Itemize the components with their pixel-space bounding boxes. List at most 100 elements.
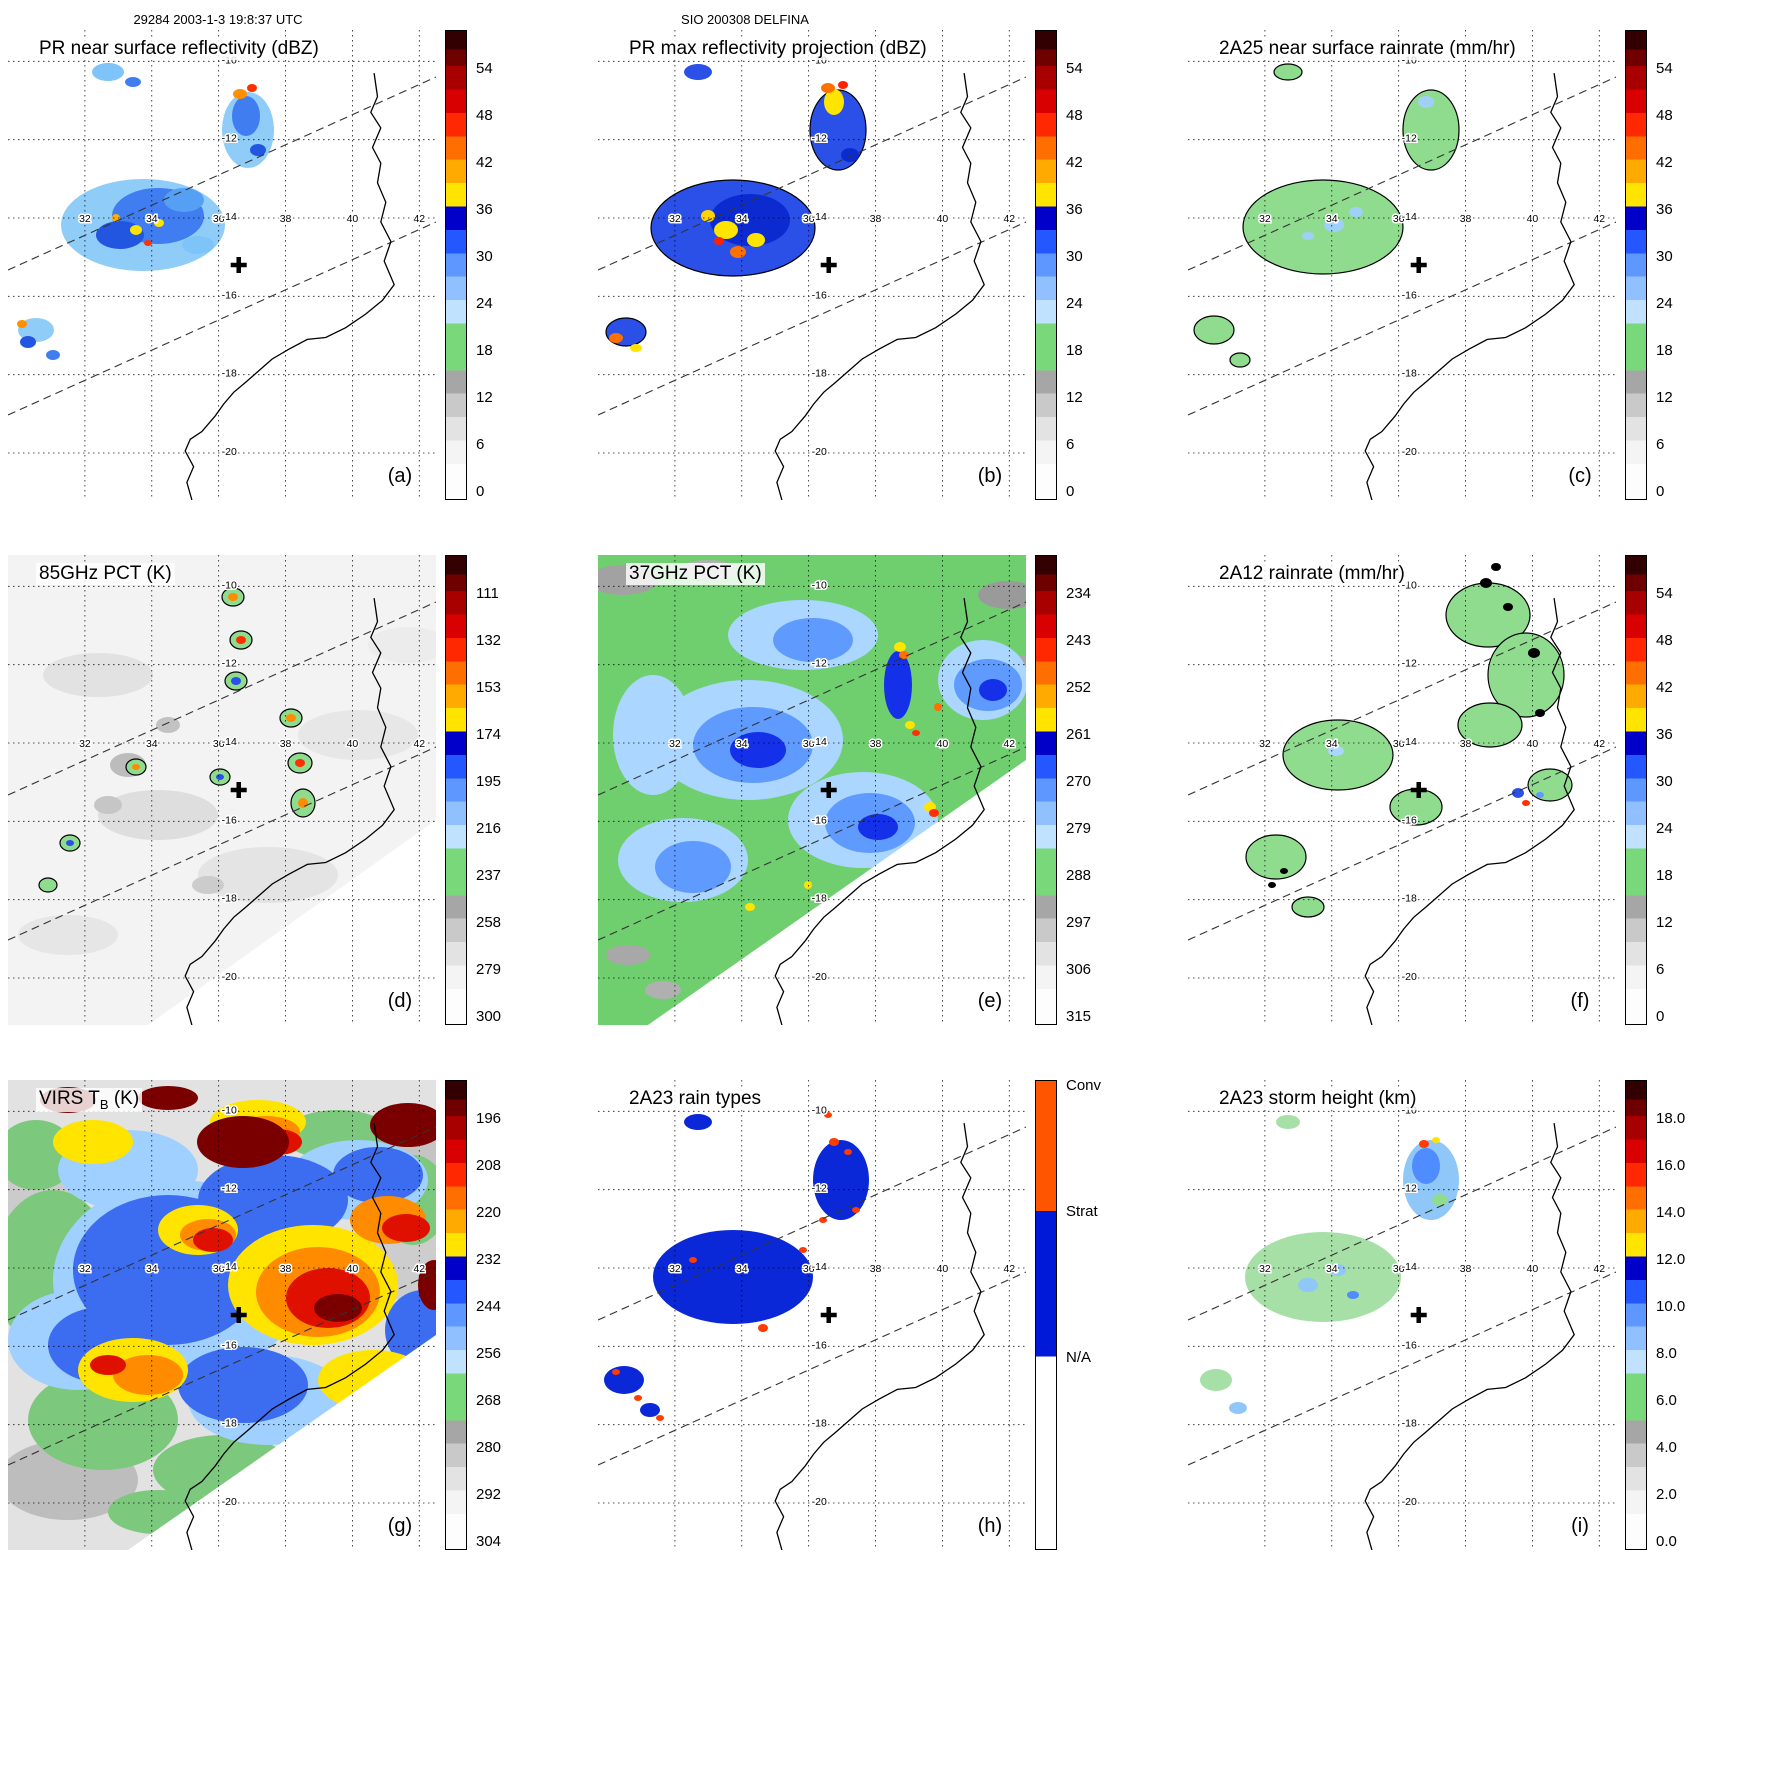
lat-label: -12 — [1402, 1183, 1417, 1195]
lon-label: 40 — [937, 1263, 949, 1275]
storm-center-cross — [230, 1307, 247, 1323]
data-region — [1522, 800, 1530, 806]
lat-label: -16 — [222, 289, 237, 301]
storm-center-cross — [820, 257, 837, 273]
data-region — [813, 1140, 869, 1220]
panel-body-b: 32 34 36 38 40 42 -10 -12 -14 -16 -18 -20 (b) PR max … — [598, 30, 1188, 500]
colorbar-tick-label: 24 — [1066, 294, 1083, 312]
panel-title-tail: (K) — [108, 1088, 140, 1109]
colorbar-wrap-a: 54 48 42 36 30 24 18 12 6 0 — [436, 30, 586, 500]
data-region — [978, 581, 1026, 609]
lon-label: 32 — [1259, 213, 1271, 225]
colorbar-tick-label: 30 — [1656, 247, 1673, 265]
colorbar-f — [1625, 555, 1647, 1025]
data-region — [1193, 315, 1235, 345]
lon-label: 34 — [1326, 1263, 1338, 1275]
data-region — [298, 798, 308, 808]
data-region — [730, 732, 786, 768]
lat-label: -14 — [1402, 1261, 1417, 1273]
lat-label: -14 — [1402, 211, 1417, 223]
panel-f: 32 34 36 38 40 42 -10 -12 -14 -16 -18 -20 (f) 2A12 ra… — [1188, 555, 1771, 1025]
swath-mask — [648, 760, 1026, 1025]
colorbar-tick-label: 0 — [476, 482, 485, 500]
lon-label: 32 — [79, 1263, 91, 1275]
colorbar-tick-label: 54 — [1066, 59, 1083, 77]
data-region — [758, 1324, 768, 1332]
lat-label: -20 — [222, 1496, 237, 1508]
coastline — [774, 1123, 985, 1550]
data-region — [1535, 709, 1545, 717]
swath-edge-line — [1188, 1126, 1616, 1321]
panel-letter: (e) — [978, 990, 1002, 1012]
panel-body-h: 32 34 36 38 40 42 -10 -12 -14 -16 -18 -20 (h) 2A23 ra… — [598, 1078, 1188, 1550]
panel-title-g: VIRS TB (K) — [36, 1088, 143, 1112]
colorbar-tick-label: 292 — [476, 1485, 502, 1503]
data-region — [1457, 702, 1523, 748]
data-region — [799, 1247, 807, 1253]
colorbar-tick-label: 6 — [1066, 435, 1075, 453]
lon-label: 42 — [1003, 213, 1015, 225]
panel-i: 32 34 36 38 40 42 -10 -12 -14 -16 -18 -20 (i) 2A23 st… — [1188, 1080, 1771, 1550]
data-region — [899, 651, 909, 659]
lat-label: -16 — [1402, 814, 1417, 826]
data-region — [1245, 834, 1307, 880]
swath-edge-line — [8, 76, 436, 271]
data-region — [20, 336, 36, 348]
map-b: 32 34 36 38 40 42-10-12-14-16-18-20(b) — [598, 30, 1026, 500]
data-region — [819, 1217, 827, 1223]
storm-center-cross — [820, 1307, 837, 1323]
data-region — [125, 77, 141, 87]
colorbar-tick-label: 270 — [1066, 772, 1092, 790]
data-region — [192, 876, 224, 894]
lon-label: 36 — [1393, 213, 1405, 225]
data-region — [197, 1116, 289, 1168]
storm-center-cross — [1410, 257, 1427, 273]
lon-label: 40 — [1527, 1263, 1539, 1275]
colorbar-tick-label: 261 — [1066, 725, 1092, 743]
colorbar-tick-label: 30 — [1656, 772, 1673, 790]
storm-center-cross — [820, 782, 837, 798]
storm-center-cross — [230, 257, 247, 273]
colorbar-tick-label: 24 — [1656, 294, 1673, 312]
data-region — [295, 759, 305, 767]
data-region — [684, 1114, 712, 1130]
panel-a: 32 34 36 38 40 42 -10 -12 -14 -16 -18 -20 (a) PR near… — [8, 30, 598, 500]
colorbar-tick-label: 36 — [476, 200, 493, 218]
colorbar-tick-label: 42 — [1656, 678, 1673, 696]
colorbar-tick-label: 252 — [1066, 678, 1092, 696]
figure-grid: 32 34 36 38 40 42 -10 -12 -14 -16 -18 -20 (a) PR near… — [8, 30, 1771, 1550]
panel-e: 32 34 36 38 40 42 -10 -12 -14 -16 -18 -20 (e) 37GHz P… — [598, 555, 1188, 1025]
lon-label: 36 — [803, 1263, 815, 1275]
data-region — [1291, 896, 1325, 918]
colorbar-tick-label: 12 — [476, 388, 493, 406]
data-region — [1432, 1194, 1448, 1206]
lat-label: -18 — [812, 368, 827, 380]
colorbar-b — [1035, 30, 1057, 500]
lat-label: -10 — [222, 579, 237, 591]
panel-title-b: PR max reflectivity projection (dBZ) — [626, 38, 930, 60]
lon-label: 38 — [280, 1263, 292, 1275]
colorbar-tick-label: 14.0 — [1656, 1203, 1686, 1221]
data-region — [645, 981, 681, 999]
colorbar-wrap-d: 111 132 153 174 195 216 237 258 279 300 — [436, 555, 586, 1025]
colorbar-g — [445, 1080, 467, 1550]
lon-label: 40 — [937, 738, 949, 750]
colorbar-tick-label: 2.0 — [1656, 1485, 1677, 1503]
lat-label: -14 — [222, 1261, 237, 1273]
colorbar-tick-label: 36 — [1656, 725, 1673, 743]
panel-letter: (d) — [388, 990, 412, 1012]
data-region — [929, 809, 939, 817]
map-c: 32 34 36 38 40 42-10-12-14-16-18-20(c) — [1188, 30, 1616, 500]
data-region — [773, 618, 853, 662]
lat-label: -12 — [1402, 133, 1417, 145]
lon-label: 42 — [1593, 738, 1605, 750]
lon-label: 32 — [79, 213, 91, 225]
data-region — [182, 236, 214, 254]
panel-title-c: 2A25 near surface rainrate (mm/hr) — [1216, 38, 1519, 60]
colorbar-tick-label: 12.0 — [1656, 1250, 1686, 1268]
panel-body-f: 32 34 36 38 40 42 -10 -12 -14 -16 -18 -20 (f) 2A12 ra… — [1188, 555, 1771, 1025]
lat-label: -10 — [812, 579, 827, 591]
lon-label: 40 — [347, 1263, 359, 1275]
colorbar-tick-label: 30 — [1066, 247, 1083, 265]
data-region — [193, 1228, 233, 1252]
